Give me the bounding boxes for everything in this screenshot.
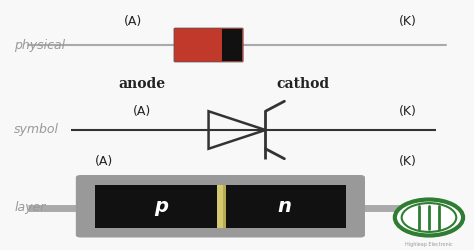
Text: (A): (A) (95, 154, 113, 168)
FancyBboxPatch shape (174, 28, 243, 62)
Text: (A): (A) (124, 14, 142, 28)
Text: cathod: cathod (277, 77, 330, 91)
FancyBboxPatch shape (76, 175, 365, 238)
Text: p: p (154, 197, 168, 216)
Text: (K): (K) (399, 154, 417, 168)
Bar (223, 185, 226, 228)
Text: physical: physical (14, 38, 65, 52)
Text: anode: anode (118, 77, 166, 91)
Text: n: n (277, 197, 292, 216)
Circle shape (395, 200, 463, 235)
Bar (222, 29, 242, 61)
Text: layer: layer (14, 201, 46, 214)
Text: (K): (K) (399, 14, 417, 28)
Bar (217, 185, 224, 228)
Bar (95, 185, 346, 228)
Text: (A): (A) (133, 104, 151, 118)
Text: symbol: symbol (14, 124, 59, 136)
Text: Highleap Electronic: Highleap Electronic (405, 242, 453, 247)
Text: (K): (K) (399, 104, 417, 118)
